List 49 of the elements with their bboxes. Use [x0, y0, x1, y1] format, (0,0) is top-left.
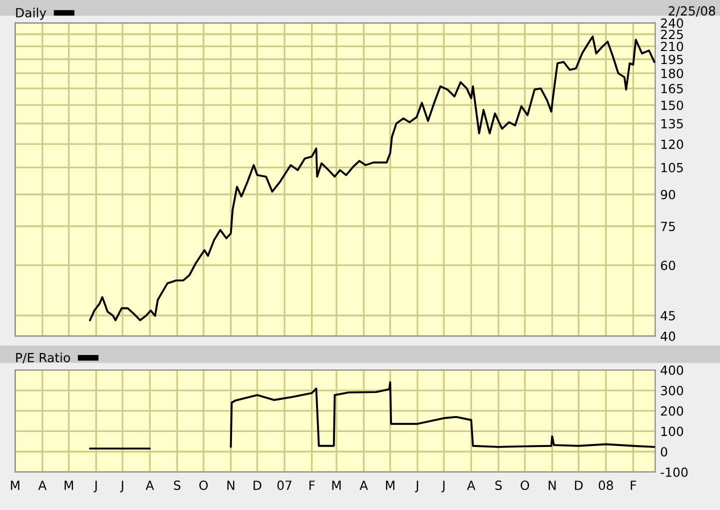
y-tick-label: 150: [661, 100, 684, 110]
x-tick-label: 07: [277, 480, 292, 490]
x-tick-label: J: [120, 480, 124, 492]
y-tick-label: 225: [660, 30, 683, 40]
y-tick-label: 0: [660, 447, 668, 457]
x-tick-label: A: [38, 480, 47, 490]
x-tick-label: J: [414, 480, 418, 492]
y-tick-label: 300: [661, 386, 684, 396]
y-tick-label: 120: [661, 140, 684, 150]
x-tick-label: F: [309, 480, 315, 490]
y-tick-label: 45: [660, 311, 675, 320]
x-tick-label: A: [360, 480, 368, 490]
x-tick-label: M: [10, 480, 20, 490]
x-tick-label: O: [199, 480, 208, 490]
legend-label: Daily: [16, 8, 46, 20]
y-tick-label: 400: [660, 365, 684, 375]
x-tick-label: N: [227, 480, 234, 490]
x-tick-label: S: [174, 480, 180, 490]
y-tick-label: 40: [660, 332, 676, 342]
y-tick-label: 60: [660, 260, 676, 270]
y-tick-label: -100: [660, 467, 688, 477]
y-tick-label: 210: [660, 42, 684, 52]
y-tick-label: 105: [661, 162, 683, 172]
y-tick-label: 75: [661, 222, 675, 232]
x-tick-label: J: [94, 480, 97, 492]
x-tick-label: F: [630, 480, 636, 490]
y-tick-label: 180: [661, 68, 684, 78]
x-tick-label: D: [575, 480, 583, 490]
y-tick-label: 100: [661, 426, 684, 436]
x-tick-label: S: [495, 480, 502, 490]
x-tick-label: A: [146, 480, 154, 490]
text: 2/25/08: [668, 6, 716, 17]
x-tick-label: O: [520, 480, 530, 490]
y-tick-label: 135: [661, 118, 683, 128]
x-tick-label: M: [332, 480, 341, 490]
y-tick-label: 240: [660, 18, 684, 28]
y-tick-label: 195: [661, 54, 683, 64]
x-tick-label: D: [254, 480, 262, 490]
x-tick-label: A: [467, 480, 476, 490]
y-tick-label: 165: [661, 84, 683, 94]
x-tick-label: 08: [598, 480, 613, 490]
x-tick-label: J: [441, 480, 445, 492]
line-series: [88, 36, 656, 322]
y-tick-label: 90: [660, 190, 676, 200]
x-tick-label: N: [548, 480, 556, 490]
x-tick-label: M: [386, 480, 394, 490]
y-tick-label: 200: [660, 406, 684, 416]
legend-label: P/E Ratio: [16, 352, 70, 364]
x-tick-label: M: [64, 480, 73, 490]
